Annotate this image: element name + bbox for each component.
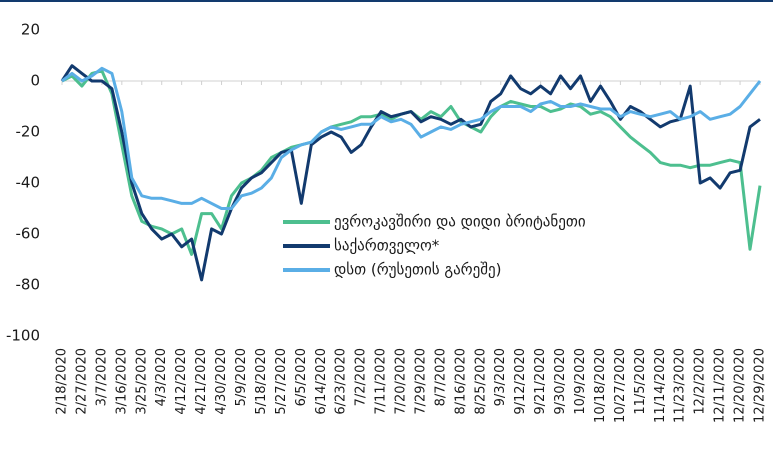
x-tick-label: 7/29/2020 [413,348,428,415]
y-tick-label: -80 [16,276,41,294]
x-tick-label: 5/9/2020 [234,348,249,406]
x-tick-label: 9/21/2020 [533,348,548,415]
x-tick-label: 12/20/2020 [733,348,748,423]
x-tick-label: 6/14/2020 [314,348,329,415]
x-tick-label: 2/18/2020 [55,348,70,415]
x-tick-label: 10/9/2020 [573,348,588,415]
x-tick-label: 9/12/2020 [513,348,528,415]
x-tick-label: 12/29/2020 [753,348,768,423]
x-tick-label: 6/23/2020 [334,348,349,415]
top-border [0,0,773,2]
y-tick-label: -60 [16,225,41,243]
x-tick-label: 9/3/2020 [493,348,508,406]
x-tick-label: 8/16/2020 [453,348,468,415]
x-tick-label: 4/30/2020 [214,348,229,415]
legend-label: საქართველო* [334,237,440,255]
x-tick-label: 11/14/2020 [653,348,668,423]
x-tick-label: 4/12/2020 [174,348,189,415]
x-tick-label: 7/20/2020 [394,348,409,415]
x-tick-label: 3/25/2020 [134,348,149,415]
legend-label: ევროკავშირი და დიდი ბრიტანეთი [334,213,586,231]
y-tick-label: -20 [16,123,41,141]
y-tick-label: 20 [21,21,40,39]
x-tick-label: 11/23/2020 [673,348,688,423]
x-tick-label: 10/27/2020 [613,348,628,423]
x-tick-label: 3/7/2020 [94,348,109,406]
x-tick-label: 5/27/2020 [274,348,289,415]
x-tick-label: 11/5/2020 [633,348,648,415]
x-tick-label: 5/18/2020 [254,348,269,415]
x-tick-label: 7/11/2020 [374,348,389,415]
x-tick-label: 4/21/2020 [194,348,209,415]
x-tick-label: 9/30/2020 [553,348,568,415]
x-tick-label: 10/18/2020 [593,348,608,423]
series-line [61,66,762,210]
x-tick-label: 7/2/2020 [354,348,369,406]
x-tick-label: 6/5/2020 [294,348,309,406]
y-tick-label: -40 [16,174,41,192]
x-tick-label: 12/2/2020 [693,348,708,415]
y-tick-label: -100 [6,327,40,345]
x-tick-label: 8/7/2020 [433,348,448,406]
x-tick-label: 3/16/2020 [114,348,129,415]
x-tick-label: 2/27/2020 [74,348,89,415]
x-tick-label: 4/3/2020 [154,348,169,406]
legend-label: დსთ (რუსეთის გარეშე) [334,261,501,279]
x-tick-label: 8/25/2020 [473,348,488,415]
y-tick-label: 0 [30,72,40,90]
x-tick-label: 12/11/2020 [713,348,728,423]
